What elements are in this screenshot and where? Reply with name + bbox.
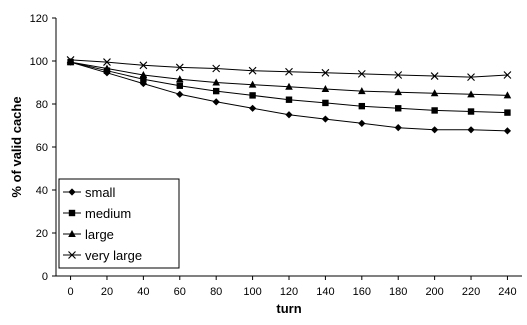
data-point-medium [322, 99, 329, 107]
y-tick-label: 100 [30, 56, 48, 68]
x-axis-title: turn [276, 301, 301, 316]
y-tick-label: 120 [30, 13, 48, 25]
data-point-very-large [66, 56, 75, 64]
x-tick-label: 140 [316, 286, 334, 298]
data-point-small [503, 127, 512, 135]
data-point-very-large [103, 58, 111, 66]
legend-marker-small [68, 188, 76, 196]
y-tick-label: 80 [36, 99, 48, 111]
x-tick-label: 180 [389, 286, 407, 298]
data-point-medium [504, 109, 511, 116]
axes: 0 20 40 60 80 100 120 0 20 40 60 80 100 120 140 160 180 2… [30, 13, 522, 298]
data-point-large [175, 75, 184, 83]
data-point-very-large [394, 71, 403, 79]
data-point-medium [140, 76, 147, 83]
legend-item-very-large: very large [63, 248, 142, 263]
legend-label: medium [85, 206, 131, 221]
data-point-small [321, 115, 330, 123]
x-tick-label: 20 [101, 286, 113, 298]
data-point-medium [212, 87, 220, 95]
legend-item-large: large [63, 227, 114, 242]
data-point-large [103, 64, 111, 72]
data-point-small [285, 111, 293, 119]
legend-marker-very-large [68, 251, 76, 259]
data-point-small [248, 104, 257, 112]
y-axis-title: % of valid cache [9, 96, 24, 197]
y-tick-label: 40 [36, 185, 48, 197]
data-point-very-large [503, 71, 512, 79]
legend-label: very large [85, 248, 142, 263]
data-point-large [66, 58, 75, 66]
data-point-medium [358, 102, 366, 110]
data-point-very-large [467, 73, 475, 82]
series-large [66, 58, 512, 99]
x-tick-label: 120 [280, 286, 298, 298]
data-point-large [248, 80, 257, 88]
data-point-very-large [357, 70, 366, 78]
data-point-very-large [248, 66, 257, 75]
series-very-large [66, 56, 512, 82]
data-point-large [212, 78, 220, 86]
data-point-very-large [139, 61, 148, 70]
data-point-medium [431, 107, 438, 114]
x-tick-label: 40 [137, 286, 149, 298]
legend-marker-medium [68, 209, 76, 217]
data-point-medium [285, 96, 293, 103]
data-point-small [394, 124, 402, 132]
x-tick-label: 240 [498, 286, 516, 298]
data-point-very-large [212, 64, 221, 73]
data-point-large [321, 84, 330, 92]
series-line-large [70, 61, 508, 96]
series-layer [66, 56, 512, 135]
legend: small medium large very large [58, 178, 180, 269]
data-point-small [358, 119, 366, 127]
legend-box [58, 178, 180, 269]
y-tick-label: 20 [36, 228, 48, 240]
legend-item-small: small [63, 185, 115, 200]
legend-marker-large [68, 230, 76, 237]
data-point-medium [395, 105, 402, 112]
data-point-medium [467, 108, 475, 115]
series-line-very-large [70, 59, 508, 78]
x-tick-label: 100 [243, 286, 261, 298]
y-tick-label: 0 [42, 271, 48, 283]
series-small [66, 58, 512, 135]
data-point-very-large [285, 67, 293, 76]
data-point-very-large [321, 68, 330, 77]
x-tick-label: 160 [353, 286, 371, 298]
data-point-medium [176, 82, 183, 89]
legend-label: small [85, 185, 115, 200]
x-tick-label: 0 [68, 286, 74, 298]
data-point-very-large [430, 72, 439, 80]
data-point-large [139, 70, 148, 78]
data-point-small [431, 126, 439, 134]
y-tick-label: 60 [36, 142, 48, 154]
data-point-large [503, 91, 512, 99]
data-point-very-large [175, 63, 184, 72]
data-point-small [176, 90, 184, 98]
x-tick-label: 60 [174, 286, 186, 298]
legend-label: large [85, 227, 114, 242]
data-point-large [358, 87, 366, 95]
legend-item-medium: medium [63, 206, 131, 221]
data-point-large [430, 89, 439, 97]
data-point-large [467, 90, 475, 98]
x-tick-label: 200 [425, 286, 443, 298]
data-point-medium [249, 92, 256, 99]
data-point-small [467, 126, 475, 134]
x-tick-label: 220 [462, 286, 480, 298]
x-tick-label: 80 [210, 286, 222, 298]
data-point-large [285, 82, 293, 90]
data-point-large [394, 88, 403, 96]
data-point-small [212, 98, 220, 106]
